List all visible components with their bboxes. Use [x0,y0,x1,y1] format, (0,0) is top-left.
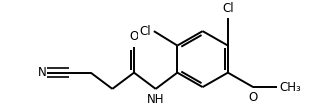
Text: O: O [129,30,139,43]
Text: CH₃: CH₃ [280,81,301,94]
Text: Cl: Cl [139,25,151,38]
Text: NH: NH [147,93,165,106]
Text: Cl: Cl [222,2,234,15]
Text: N: N [38,66,46,79]
Text: O: O [249,91,258,104]
